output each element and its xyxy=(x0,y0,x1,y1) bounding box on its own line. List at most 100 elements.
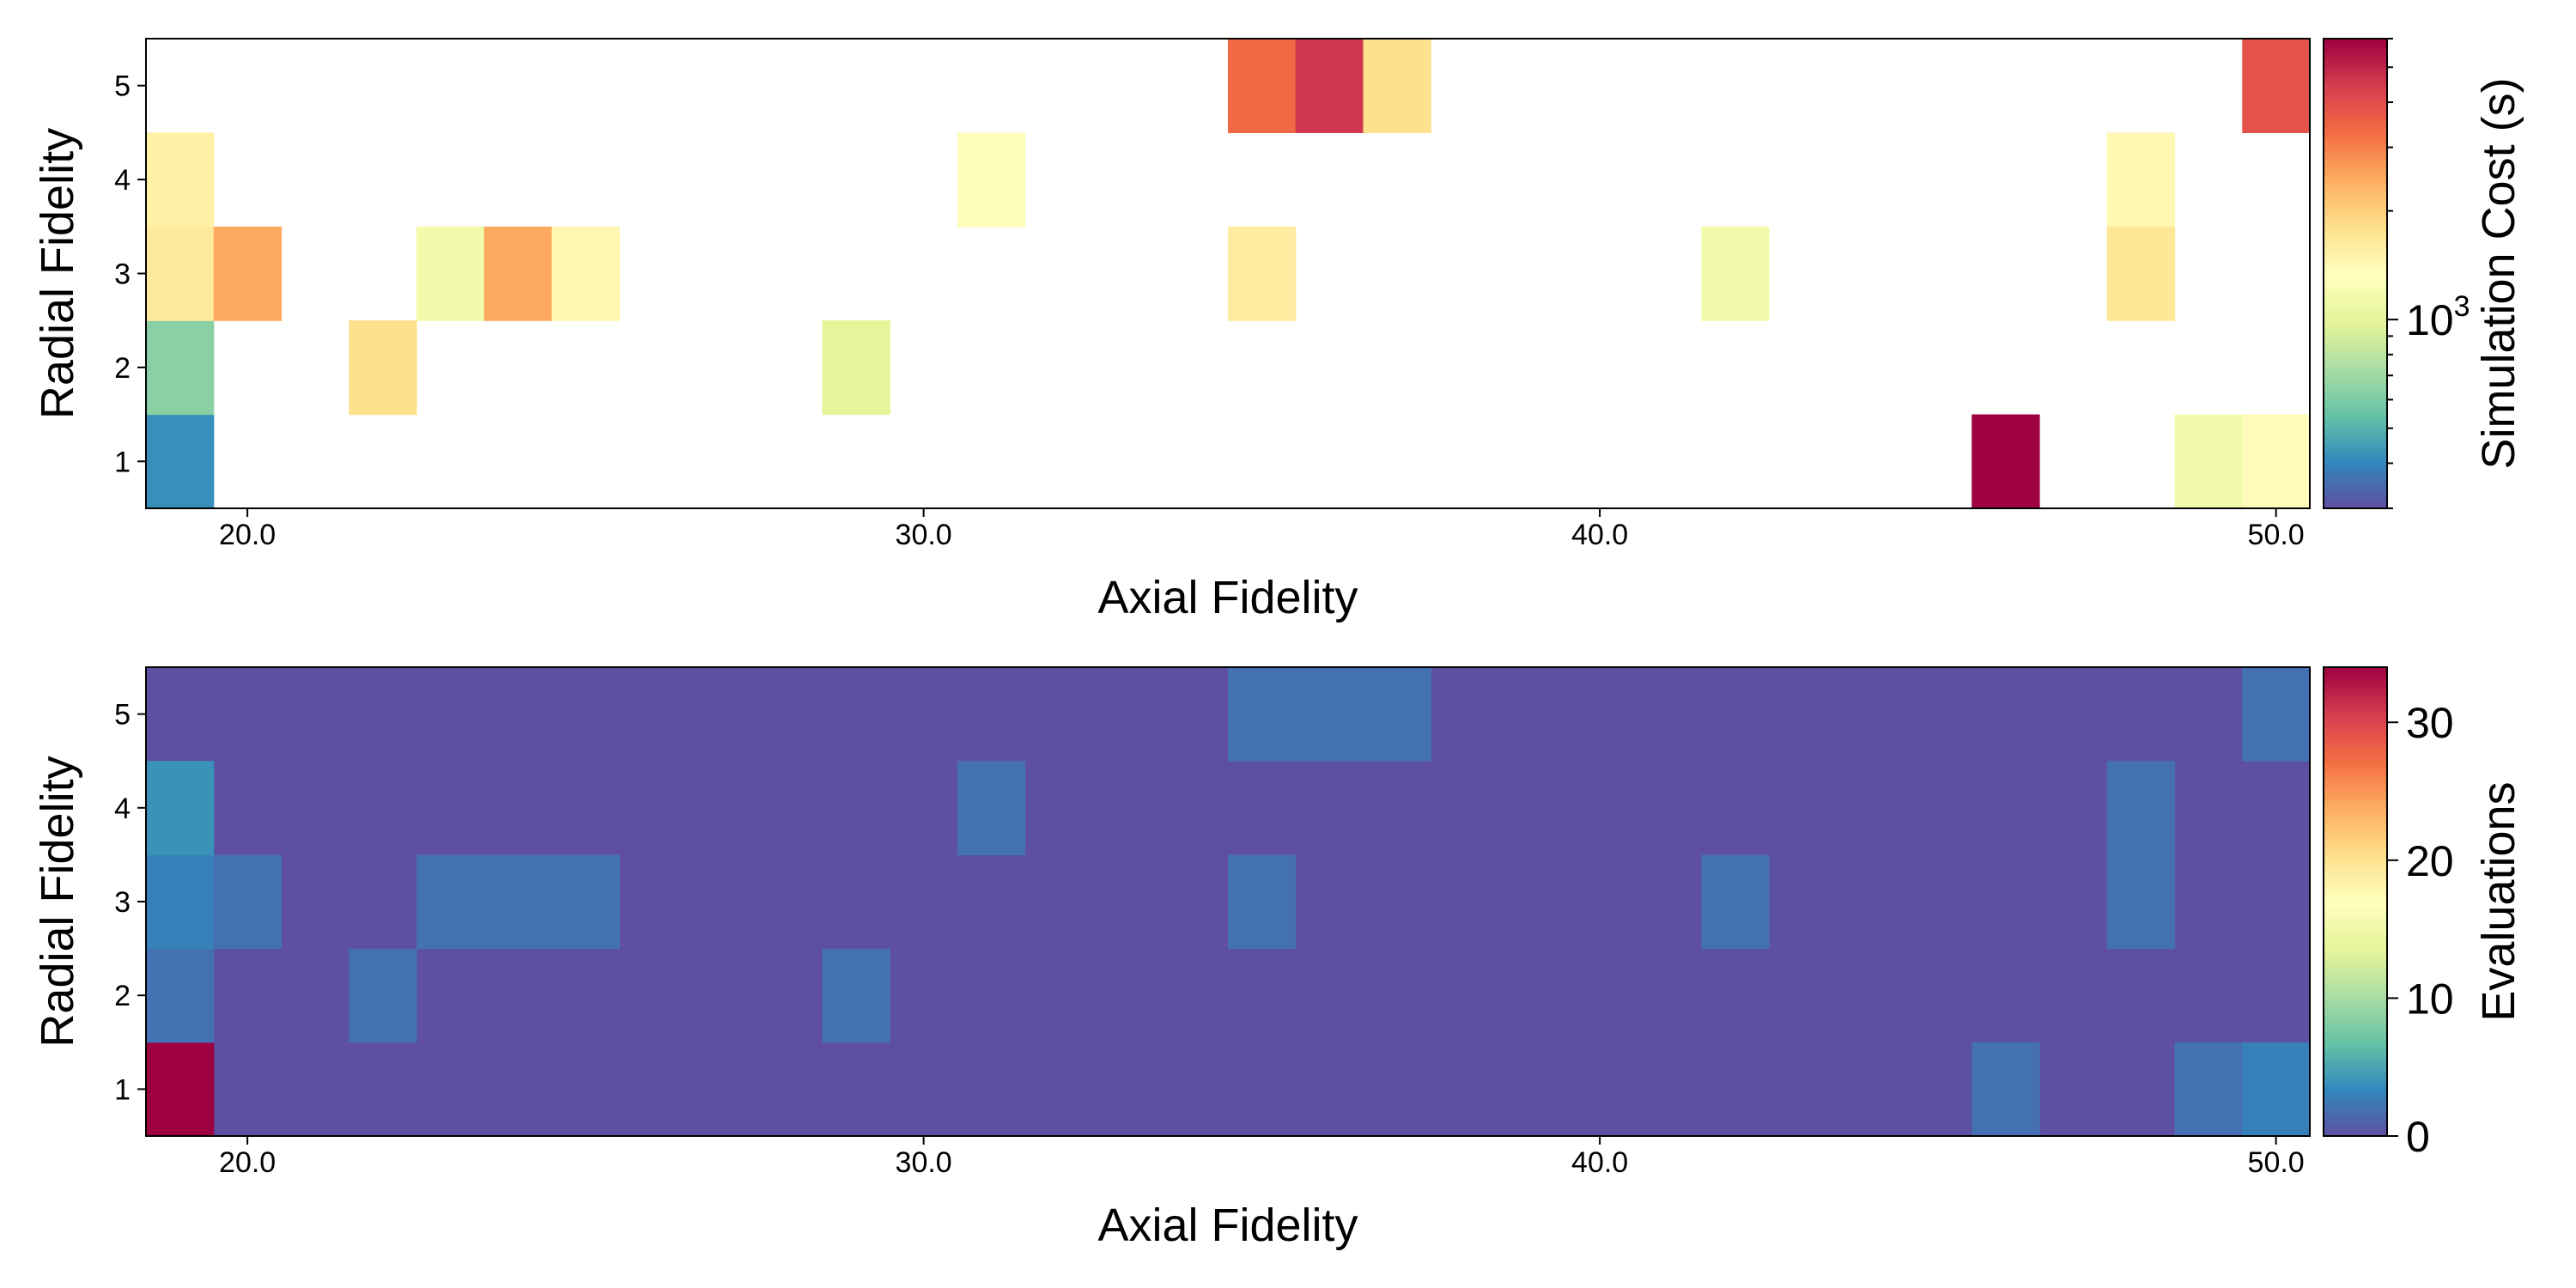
background-cell xyxy=(2039,1042,2108,1137)
colorbar-segment xyxy=(2324,234,2387,240)
colorbar-segment xyxy=(2324,371,2387,376)
colorbar-segment xyxy=(2324,117,2387,122)
colorbar-segment xyxy=(2324,331,2387,337)
colorbar-segment xyxy=(2324,842,2387,848)
colorbar-segment xyxy=(2324,285,2387,290)
heatmap-cell xyxy=(1228,39,1297,133)
colorbar-segment xyxy=(2324,152,2387,157)
background-cell xyxy=(1904,948,1972,1043)
background-cell xyxy=(551,761,620,855)
colorbar-segment xyxy=(2324,406,2387,411)
colorbar-segment xyxy=(2324,246,2387,251)
heatmap-cell xyxy=(146,1042,215,1137)
colorbar-segment xyxy=(2324,195,2387,200)
colorbar-segment xyxy=(2324,1049,2387,1055)
background-cell xyxy=(2039,854,2108,950)
colorbar-segment xyxy=(2324,1120,2387,1126)
simulation-cost-x-axis-label: Axial Fidelity xyxy=(1097,572,1358,623)
colorbar-segment xyxy=(2324,269,2387,275)
colorbar-segment xyxy=(2324,729,2387,735)
heatmap-cell xyxy=(1701,226,1770,321)
colorbar-segment xyxy=(2324,913,2387,918)
colorbar-segment xyxy=(2324,97,2387,102)
background-cell xyxy=(822,1042,890,1137)
background-cell xyxy=(822,667,890,762)
background-cell xyxy=(1092,854,1161,950)
background-cell xyxy=(1160,1042,1229,1137)
background-cell xyxy=(619,761,688,855)
colorbar-tick-label: 30 xyxy=(2406,699,2454,747)
background-cell xyxy=(1971,854,2040,950)
y-tick-label: 5 xyxy=(114,70,131,103)
colorbar-segment xyxy=(2324,62,2387,67)
background-cell xyxy=(551,667,620,762)
colorbar-segment xyxy=(2324,449,2387,454)
background-cell xyxy=(1633,854,1702,950)
colorbar-segment xyxy=(2324,348,2387,353)
colorbar-segment xyxy=(2324,796,2387,801)
colorbar-segment xyxy=(2324,148,2387,153)
colorbar-segment xyxy=(2324,328,2387,333)
colorbar-segment xyxy=(2324,683,2387,688)
background-cell xyxy=(1971,948,2040,1043)
colorbar-segment xyxy=(2324,418,2387,423)
colorbar-segment xyxy=(2324,858,2387,864)
colorbar-segment xyxy=(2324,1132,2387,1137)
background-cell xyxy=(281,854,349,950)
colorbar-segment xyxy=(2324,839,2387,844)
colorbar-segment xyxy=(2324,100,2387,106)
colorbar-segment xyxy=(2324,756,2387,762)
colorbar-segment xyxy=(2324,222,2387,228)
heatmap-cell xyxy=(822,320,890,416)
background-cell xyxy=(1633,1042,1702,1137)
heatmap-cell xyxy=(2106,226,2176,321)
colorbar-segment xyxy=(2324,265,2387,270)
background-cell xyxy=(1971,761,2040,855)
background-cell xyxy=(754,761,823,855)
background-cell xyxy=(2039,948,2108,1043)
background-cell xyxy=(551,1042,620,1137)
colorbar-segment xyxy=(2324,179,2387,185)
colorbar-segment xyxy=(2324,386,2387,392)
x-tick-label: 50.0 xyxy=(2248,1146,2305,1179)
colorbar-segment xyxy=(2324,446,2387,451)
colorbar-segment xyxy=(2324,1042,2387,1048)
colorbar-segment xyxy=(2324,434,2387,439)
colorbar-segment xyxy=(2324,489,2387,494)
colorbar-segment xyxy=(2324,928,2387,934)
heatmap-cell xyxy=(551,226,620,321)
heatmap-cell xyxy=(2106,132,2176,228)
colorbar-segment xyxy=(2324,874,2387,879)
background-cell xyxy=(1904,667,1972,762)
heatmap-cell xyxy=(2242,414,2311,509)
background-cell xyxy=(213,1042,283,1137)
colorbar-segment xyxy=(2324,741,2387,746)
evaluations-cells xyxy=(146,667,2311,1137)
heatmap-cell xyxy=(483,226,553,321)
colorbar-segment xyxy=(2324,461,2387,466)
background-cell xyxy=(1633,761,1702,855)
colorbar-tick-label: 10 xyxy=(2406,975,2454,1023)
background-cell xyxy=(890,854,958,950)
colorbar-segment xyxy=(2324,1073,2387,1078)
background-cell xyxy=(890,948,958,1043)
colorbar-segment xyxy=(2324,77,2387,82)
background-cell xyxy=(754,854,823,950)
background-cell xyxy=(1431,667,1499,762)
colorbar-segment xyxy=(2324,1011,2387,1016)
colorbar-segment xyxy=(2324,58,2387,64)
colorbar-segment xyxy=(2324,987,2387,993)
background-cell xyxy=(1160,667,1229,762)
colorbar-segment xyxy=(2324,788,2387,793)
colorbar-segment xyxy=(2324,343,2387,349)
colorbar-segment xyxy=(2324,355,2387,361)
x-tick-label: 30.0 xyxy=(896,1146,952,1179)
background-cell xyxy=(1701,948,1770,1043)
background-cell xyxy=(1836,1042,1905,1137)
background-cell xyxy=(1092,667,1161,762)
heatmap-cell xyxy=(1295,667,1364,762)
evaluations-colorbar-label: Evaluations xyxy=(2473,781,2524,1021)
colorbar-segment xyxy=(2324,885,2387,891)
background-cell xyxy=(619,667,688,762)
